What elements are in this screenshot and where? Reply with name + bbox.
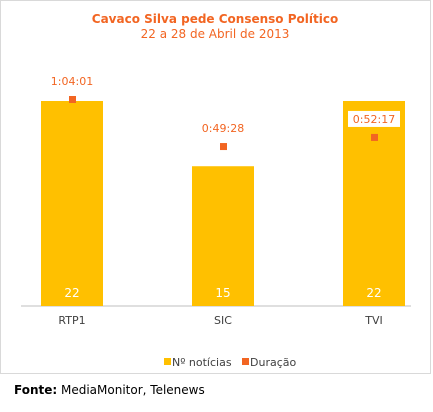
marker-label-box xyxy=(348,110,400,127)
marker-value-label: 0:49:28 xyxy=(202,122,244,135)
legend: Nº notícias Duração xyxy=(164,356,296,369)
legend-swatch-noticias xyxy=(164,358,171,365)
category-label-sic: SIC xyxy=(214,314,232,327)
chart-subtitle: 22 a 28 de Abril de 2013 xyxy=(141,27,290,41)
marker-value-label: 1:04:01 xyxy=(51,75,93,88)
source-label: Fonte: xyxy=(14,383,58,397)
category-label-tvi: TVI xyxy=(364,314,383,327)
source-note: Fonte: MediaMonitor, Telenews xyxy=(14,383,205,397)
marker-value-label: 0:52:17 xyxy=(353,113,395,126)
source-text: MediaMonitor, Telenews xyxy=(57,383,205,397)
bar-value-label: 15 xyxy=(215,286,230,300)
bar-value-label: 22 xyxy=(64,286,79,300)
marker-duracao-tvi xyxy=(371,133,378,141)
chart-title: Cavaco Silva pede Consenso Político xyxy=(92,12,338,26)
marker-label-box xyxy=(197,120,249,137)
legend-label-duracao: Duração xyxy=(250,356,296,369)
legend-label-noticias: Nº notícias xyxy=(172,356,232,369)
bar-value-label: 22 xyxy=(366,286,381,300)
bar-noticias-tvi xyxy=(343,101,405,306)
bar-noticias-rtp1 xyxy=(41,101,103,306)
marker-duracao-sic xyxy=(220,143,227,151)
chart: Cavaco Silva pede Consenso Político 22 a… xyxy=(21,12,411,369)
bar-noticias-sic xyxy=(192,166,254,306)
marker-duracao-rtp1 xyxy=(69,96,76,103)
chart-frame: Cavaco Silva pede Consenso Político 22 a… xyxy=(0,0,431,374)
marker-label-box xyxy=(46,73,98,89)
legend-swatch-duracao xyxy=(242,358,249,365)
category-label-rtp1: RTP1 xyxy=(58,314,85,327)
